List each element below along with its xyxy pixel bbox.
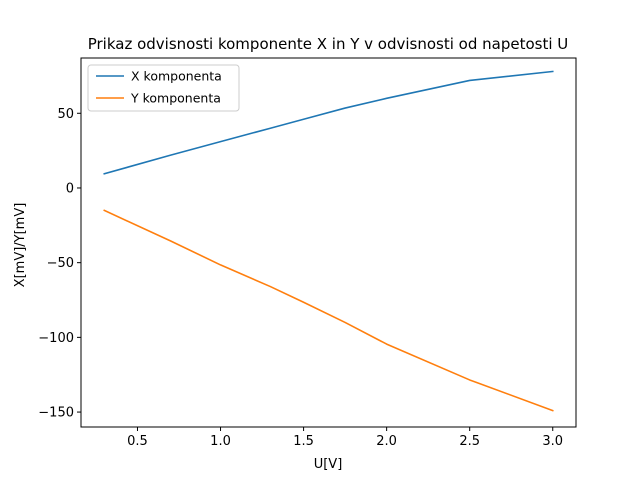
plot-area	[103, 70, 554, 412]
y-axis-label: X[mV]/Y[mV]	[13, 203, 28, 288]
x-tick-label: 2.0	[376, 434, 397, 449]
legend-box	[87, 64, 240, 112]
axes-ticks: 0.5 1.0 1.5 2.0 2.5 3.0 −150 −100 −50 0 50	[38, 57, 577, 449]
y-tick-label: 50	[57, 107, 74, 122]
y-tick-label: 0	[66, 181, 74, 196]
y-tick-label: −150	[38, 406, 74, 421]
legend: X komponenta Y komponenta	[87, 64, 240, 112]
x-tick-label: 1.5	[293, 434, 314, 449]
legend-label: X komponenta	[131, 69, 222, 84]
x-tick-label: 3.0	[542, 434, 563, 449]
y-tick-label: −100	[38, 331, 74, 346]
series-line-y-komponenta	[103, 209, 554, 412]
x-tick-label: 0.5	[127, 434, 148, 449]
chart-title: Prikaz odvisnosti komponente X in Y v od…	[88, 35, 569, 53]
y-tick-label: −50	[47, 256, 74, 271]
legend-label: Y komponenta	[130, 91, 221, 106]
x-tick-label: 2.5	[459, 434, 480, 449]
axes-frame	[80, 57, 577, 428]
x-axis-label: U[V]	[314, 457, 343, 472]
series-line-x-komponenta	[103, 70, 554, 175]
x-tick-label: 1.0	[210, 434, 231, 449]
